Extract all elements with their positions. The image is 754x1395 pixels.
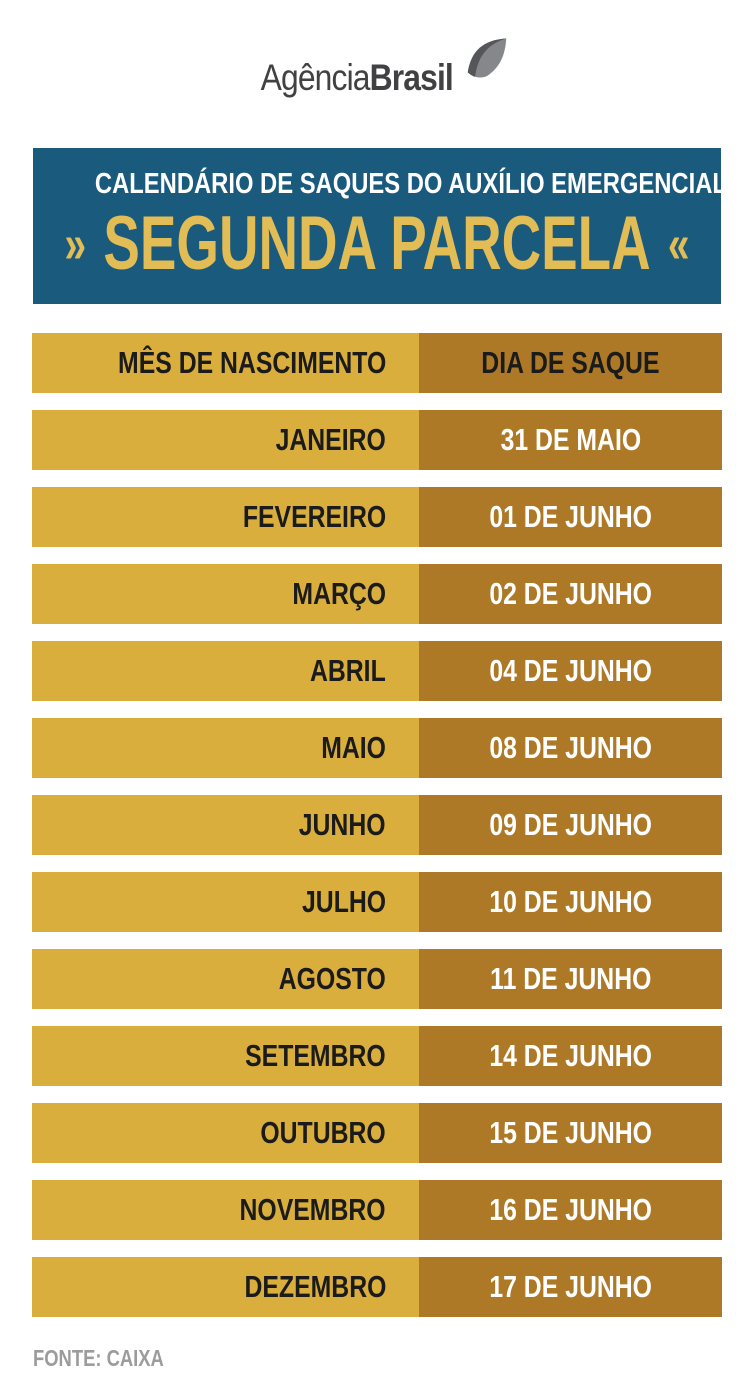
day-label: 04 DE JUNHO bbox=[489, 653, 652, 688]
chevron-right-double-icon: » bbox=[64, 214, 87, 274]
day-cell: 31 DE MAIO bbox=[419, 410, 722, 470]
month-cell: SETEMBRO bbox=[32, 1026, 419, 1086]
month-label: ABRIL bbox=[310, 653, 386, 688]
day-column-header: DIA DE SAQUE bbox=[481, 345, 660, 380]
day-header-cell: DIA DE SAQUE bbox=[419, 333, 722, 393]
table-row: JULHO 10 DE JUNHO bbox=[32, 872, 722, 932]
day-label: 02 DE JUNHO bbox=[489, 576, 652, 611]
day-cell: 09 DE JUNHO bbox=[419, 795, 722, 855]
day-cell: 14 DE JUNHO bbox=[419, 1026, 722, 1086]
table-row: DEZEMBRO 17 DE JUNHO bbox=[32, 1257, 722, 1317]
day-cell: 11 DE JUNHO bbox=[419, 949, 722, 1009]
month-column-header: MÊS DE NASCIMENTO bbox=[117, 345, 386, 380]
source-credit: FONTE: CAIXA bbox=[33, 1345, 164, 1371]
month-cell: FEVEREIRO bbox=[32, 487, 419, 547]
day-cell: 08 DE JUNHO bbox=[419, 718, 722, 778]
month-header-cell: MÊS DE NASCIMENTO bbox=[32, 333, 419, 393]
month-label: JUNHO bbox=[299, 807, 386, 842]
logo-brasil-label: Brasil bbox=[369, 57, 454, 98]
month-cell: OUTUBRO bbox=[32, 1103, 419, 1163]
banner-subtitle-label: SEGUNDA PARCELA bbox=[103, 201, 651, 286]
day-cell: 17 DE JUNHO bbox=[419, 1257, 722, 1317]
month-cell: JANEIRO bbox=[32, 410, 419, 470]
month-label: AGOSTO bbox=[278, 961, 386, 996]
day-label: 08 DE JUNHO bbox=[489, 730, 652, 765]
day-label: 11 DE JUNHO bbox=[489, 961, 652, 996]
day-label: 31 DE MAIO bbox=[500, 422, 641, 457]
day-cell: 02 DE JUNHO bbox=[419, 564, 722, 624]
day-cell: 15 DE JUNHO bbox=[419, 1103, 722, 1163]
month-cell: DEZEMBRO bbox=[32, 1257, 419, 1317]
agency-logo: AgênciaBrasil bbox=[0, 0, 754, 105]
table-row: JANEIRO 31 DE MAIO bbox=[32, 410, 722, 470]
day-cell: 16 DE JUNHO bbox=[419, 1180, 722, 1240]
month-label: JULHO bbox=[301, 884, 386, 919]
day-cell: 10 DE JUNHO bbox=[419, 872, 722, 932]
agency-logo-text: AgênciaBrasil bbox=[260, 57, 454, 98]
month-cell: JULHO bbox=[32, 872, 419, 932]
chevron-left-double-icon: « bbox=[667, 214, 690, 274]
month-cell: AGOSTO bbox=[32, 949, 419, 1009]
month-label: MARÇO bbox=[292, 576, 386, 611]
month-label: MAIO bbox=[321, 730, 386, 765]
month-cell: NOVEMBRO bbox=[32, 1180, 419, 1240]
day-label: 10 DE JUNHO bbox=[489, 884, 652, 919]
day-label: 17 DE JUNHO bbox=[489, 1269, 652, 1304]
day-label: 15 DE JUNHO bbox=[489, 1115, 652, 1150]
banner-subtitle: » SEGUNDA PARCELA « bbox=[64, 202, 689, 286]
title-banner: CALENDÁRIO DE SAQUES DO AUXÍLIO EMERGENC… bbox=[33, 148, 721, 304]
month-label: OUTUBRO bbox=[260, 1115, 386, 1150]
table-row: NOVEMBRO 16 DE JUNHO bbox=[32, 1180, 722, 1240]
table-row: JUNHO 09 DE JUNHO bbox=[32, 795, 722, 855]
gem-diamond-icon bbox=[467, 38, 507, 78]
month-label: JANEIRO bbox=[275, 422, 386, 457]
month-label: FEVEREIRO bbox=[242, 499, 386, 534]
month-cell: MAIO bbox=[32, 718, 419, 778]
day-label: 09 DE JUNHO bbox=[489, 807, 652, 842]
day-label: 14 DE JUNHO bbox=[489, 1038, 652, 1073]
day-label: 01 DE JUNHO bbox=[489, 499, 652, 534]
table-row: SETEMBRO 14 DE JUNHO bbox=[32, 1026, 722, 1086]
month-cell: ABRIL bbox=[32, 641, 419, 701]
month-label: SETEMBRO bbox=[245, 1038, 386, 1073]
table-row: AGOSTO 11 DE JUNHO bbox=[32, 949, 722, 1009]
table-row: MAIO 08 DE JUNHO bbox=[32, 718, 722, 778]
month-cell: MARÇO bbox=[32, 564, 419, 624]
table-row: MARÇO 02 DE JUNHO bbox=[32, 564, 722, 624]
day-label: 16 DE JUNHO bbox=[489, 1192, 652, 1227]
day-cell: 01 DE JUNHO bbox=[419, 487, 722, 547]
banner-title: CALENDÁRIO DE SAQUES DO AUXÍLIO EMERGENC… bbox=[94, 168, 721, 200]
month-label: NOVEMBRO bbox=[239, 1192, 386, 1227]
month-label: DEZEMBRO bbox=[244, 1269, 386, 1304]
day-cell: 04 DE JUNHO bbox=[419, 641, 722, 701]
table-header-row: MÊS DE NASCIMENTO DIA DE SAQUE bbox=[32, 333, 722, 393]
table-row: ABRIL 04 DE JUNHO bbox=[32, 641, 722, 701]
withdrawal-calendar-table: MÊS DE NASCIMENTO DIA DE SAQUE JANEIRO 3… bbox=[32, 333, 722, 1317]
table-row: OUTUBRO 15 DE JUNHO bbox=[32, 1103, 722, 1163]
month-cell: JUNHO bbox=[32, 795, 419, 855]
table-row: FEVEREIRO 01 DE JUNHO bbox=[32, 487, 722, 547]
logo-agencia-label: Agência bbox=[260, 57, 371, 98]
